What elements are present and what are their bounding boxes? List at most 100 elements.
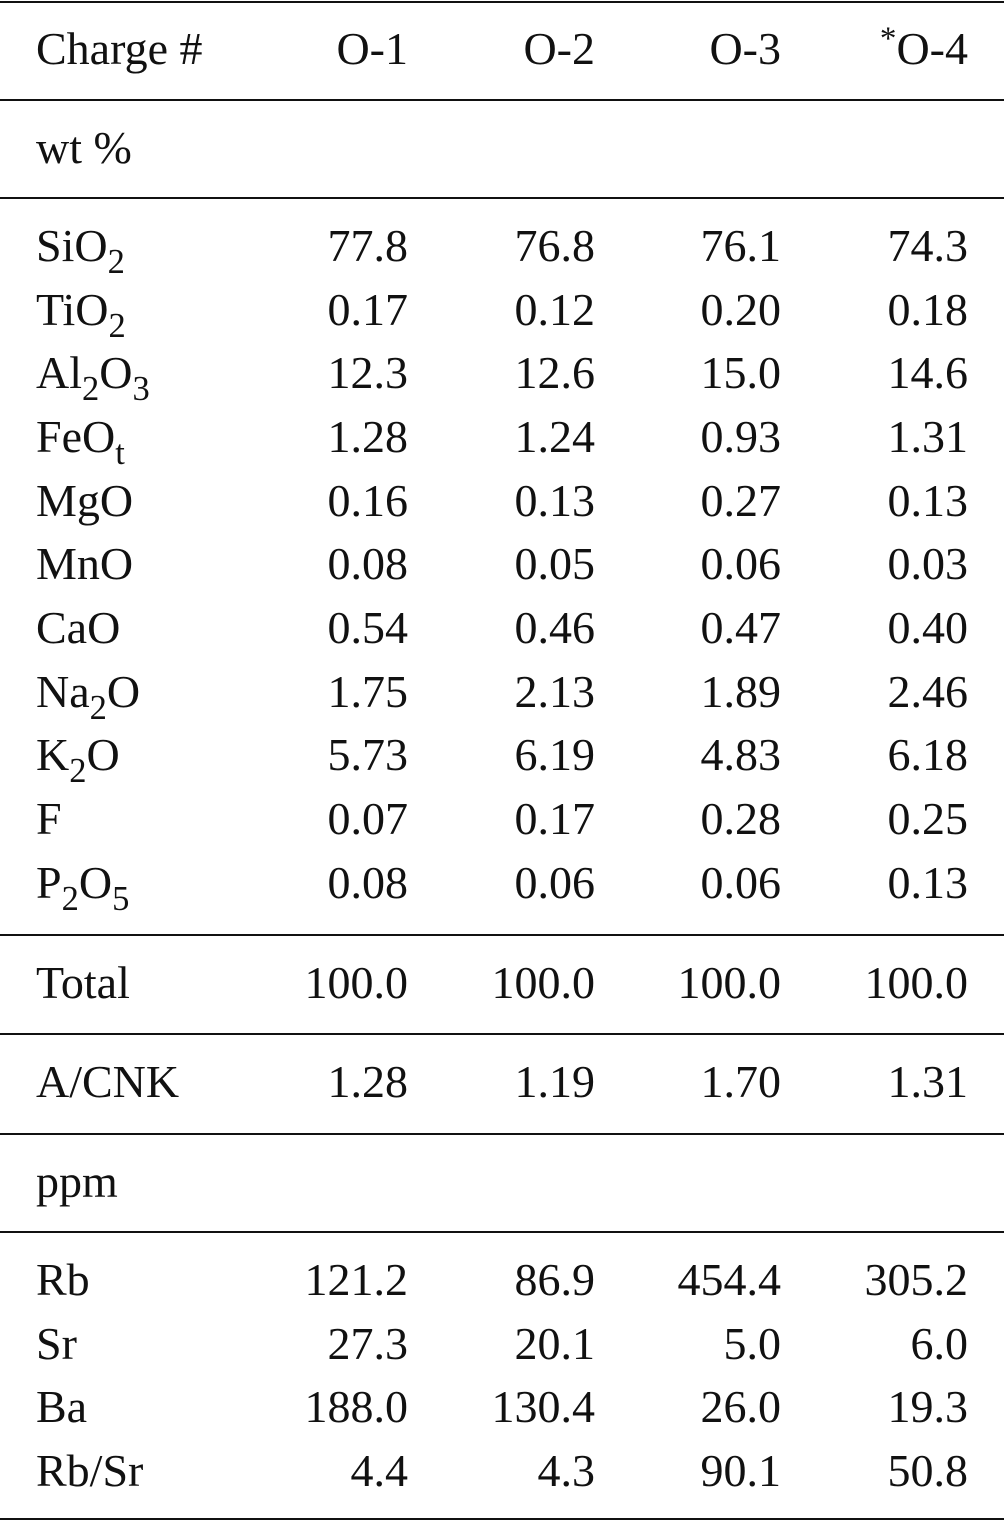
cell-value: 6.0 bbox=[910, 1317, 969, 1369]
column-header-text: O-2 bbox=[523, 23, 595, 74]
row-label-text: 2 bbox=[89, 688, 107, 727]
cell-value: 5.73 bbox=[327, 729, 409, 781]
cell-value: 90.1 bbox=[700, 1445, 782, 1497]
row-label: SiO2 bbox=[36, 219, 125, 279]
cell-value: 100.0 bbox=[491, 956, 596, 1008]
cell-value: 0.16 bbox=[327, 474, 409, 526]
cell-value: 4.4 bbox=[350, 1445, 409, 1497]
cell-value: 1.31 bbox=[887, 410, 969, 462]
row-label-text: 3 bbox=[132, 370, 150, 409]
rule bbox=[0, 99, 1004, 101]
column-header-text: * bbox=[879, 20, 897, 58]
row-label-text: Al bbox=[36, 347, 82, 399]
cell-value: 50.8 bbox=[887, 1445, 969, 1497]
row-label-text: FeO bbox=[36, 410, 116, 462]
row-label-text: O bbox=[78, 856, 113, 908]
cell-value: 0.08 bbox=[327, 538, 409, 590]
cell-value: 76.1 bbox=[700, 219, 782, 271]
cell-value: 0.28 bbox=[700, 793, 782, 845]
cell-value: 4.83 bbox=[700, 729, 782, 781]
cell-value: 0.13 bbox=[887, 474, 969, 526]
rule bbox=[0, 197, 1004, 199]
row-label-text: P bbox=[36, 856, 62, 908]
rule bbox=[0, 933, 1004, 936]
row-label-text: O bbox=[106, 665, 141, 717]
column-header-text: Charge # bbox=[36, 23, 203, 74]
cell-value: 27.3 bbox=[327, 1317, 409, 1369]
row-label: Na2O bbox=[36, 665, 141, 725]
cell-value: 74.3 bbox=[887, 219, 969, 271]
cell-value: 0.06 bbox=[700, 856, 782, 908]
cell-value: 15.0 bbox=[700, 347, 782, 399]
row-label-text: 2 bbox=[107, 242, 125, 281]
row-label-text: Ba bbox=[36, 1381, 88, 1433]
row-label-text: O bbox=[99, 347, 133, 399]
cell-value: 1.24 bbox=[514, 410, 596, 462]
row-label-text: MnO bbox=[36, 538, 134, 590]
column-header: O-3 bbox=[709, 26, 781, 72]
rule bbox=[0, 1033, 1004, 1036]
cell-value: 0.12 bbox=[514, 283, 596, 335]
row-label: FeOt bbox=[36, 410, 125, 470]
row-label: K2O bbox=[36, 729, 120, 789]
row-label: MgO bbox=[36, 474, 134, 526]
cell-value: 1.75 bbox=[327, 665, 409, 717]
column-header: Charge # bbox=[36, 26, 203, 72]
row-label-text: Rb bbox=[36, 1253, 90, 1305]
cell-value: 0.07 bbox=[327, 793, 409, 845]
row-label: TiO2 bbox=[36, 286, 126, 343]
cell-value: 0.08 bbox=[327, 856, 409, 908]
cell-value: 0.54 bbox=[327, 602, 409, 654]
rule bbox=[0, 1133, 1004, 1136]
cell-value: 12.6 bbox=[514, 347, 596, 399]
cell-value: 14.6 bbox=[887, 347, 969, 399]
row-label: Al2O3 bbox=[36, 347, 150, 407]
rule bbox=[0, 1518, 1004, 1520]
row-label: Sr bbox=[36, 1317, 77, 1369]
row-label-text: MgO bbox=[36, 474, 134, 526]
cell-value: 305.2 bbox=[864, 1253, 969, 1305]
rule bbox=[0, 1231, 1004, 1234]
row-label-text: 2 bbox=[69, 752, 87, 791]
row-label-text: F bbox=[36, 793, 62, 845]
cell-value: 100.0 bbox=[304, 956, 409, 1008]
row-label-text: Total bbox=[36, 956, 130, 1008]
row-label-text: Sr bbox=[36, 1317, 77, 1369]
cell-value: 2.46 bbox=[887, 665, 969, 717]
row-label: CaO bbox=[36, 605, 120, 651]
row-label: Total bbox=[36, 956, 130, 1008]
cell-value: 0.18 bbox=[887, 283, 969, 335]
row-label-text: 2 bbox=[61, 879, 79, 918]
cell-value: 1.28 bbox=[327, 410, 409, 462]
cell-value: 0.06 bbox=[700, 538, 782, 590]
row-label: A/CNK bbox=[36, 1059, 179, 1105]
cell-value: 0.93 bbox=[700, 410, 782, 462]
cell-value: 1.89 bbox=[700, 665, 782, 717]
row-label-text: Rb/Sr bbox=[36, 1445, 144, 1497]
cell-value: 6.18 bbox=[887, 729, 969, 781]
row-label: F bbox=[36, 796, 62, 842]
cell-value: 1.19 bbox=[514, 1056, 596, 1108]
column-header: O-1 bbox=[336, 26, 408, 72]
cell-value: 6.19 bbox=[514, 729, 596, 781]
row-label-text: O bbox=[86, 729, 120, 781]
cell-value: 0.06 bbox=[514, 856, 596, 908]
row-label-text: A/CNK bbox=[36, 1056, 180, 1108]
row-label: Rb bbox=[36, 1253, 90, 1305]
row-label-text: 5 bbox=[112, 879, 130, 918]
row-label-text: 2 bbox=[82, 370, 100, 409]
cell-value: 0.17 bbox=[514, 793, 596, 845]
cell-value: 0.20 bbox=[700, 283, 782, 335]
cell-value: 0.03 bbox=[887, 538, 969, 590]
cell-value: 5.0 bbox=[723, 1317, 782, 1369]
row-label-text: K bbox=[36, 729, 70, 781]
row-label-text: SiO bbox=[36, 219, 108, 271]
column-header-text: O-3 bbox=[709, 23, 781, 74]
cell-value: 0.25 bbox=[887, 793, 969, 845]
row-label: Rb/Sr bbox=[36, 1448, 143, 1494]
cell-value: 12.3 bbox=[327, 347, 409, 399]
cell-value: 1.31 bbox=[887, 1056, 969, 1108]
cell-value: 4.3 bbox=[537, 1445, 596, 1497]
cell-value: 0.13 bbox=[887, 856, 969, 908]
